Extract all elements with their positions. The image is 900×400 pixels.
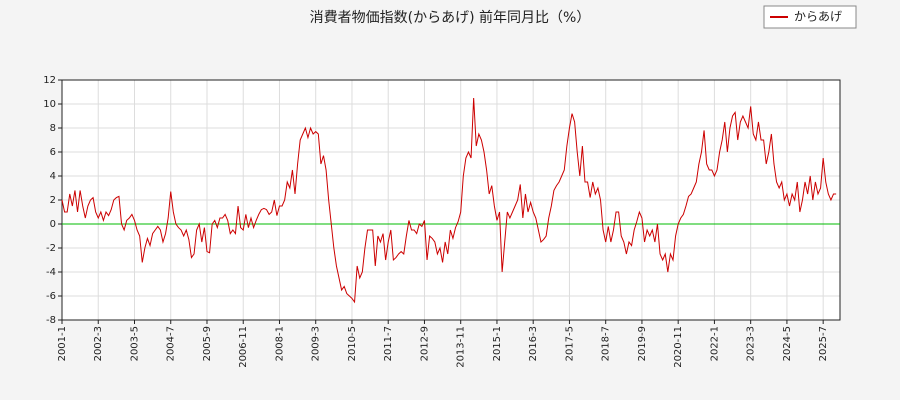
x-tick-label: 2006-11 [238, 326, 249, 368]
x-tick-label: 2022-1 [709, 326, 720, 361]
y-tick-label: -8 [46, 315, 56, 326]
data-line [61, 97, 837, 304]
y-tick-label: 8 [50, 123, 56, 134]
y-tick-label: 0 [50, 219, 56, 230]
x-tick-label: 2017-5 [564, 326, 575, 361]
x-tick-label: 2015-1 [492, 326, 503, 361]
x-tick-label: 2025-7 [818, 326, 829, 361]
x-tick-label: 2002-3 [93, 326, 104, 361]
x-tick-label: 2016-3 [528, 326, 539, 361]
x-tick-label: 2001-1 [57, 326, 68, 361]
x-tick-label: 2024-5 [782, 326, 793, 361]
x-tick-label: 2005-9 [202, 326, 213, 361]
y-tick-label: 2 [50, 195, 56, 206]
y-tick-label: 4 [50, 171, 56, 182]
y-tick-label: -4 [46, 267, 56, 278]
x-tick-label: 2003-5 [129, 326, 140, 361]
x-tick-label: 2010-5 [347, 326, 358, 361]
x-tick-label: 2018-7 [601, 326, 612, 361]
y-tick-label: 12 [43, 75, 56, 86]
y-tick-label: 10 [43, 99, 56, 110]
x-tick-label: 2020-11 [673, 326, 684, 368]
legend: からあげ [763, 5, 857, 29]
x-tick-label: 2023-3 [746, 326, 757, 361]
chart-title: 消費者物価指数(からあげ) 前年同月比（%） [310, 9, 591, 26]
x-tick-label: 2011-7 [383, 326, 394, 361]
x-tick-label: 2009-3 [311, 326, 322, 361]
y-tick-label: -2 [46, 243, 56, 254]
x-tick-label: 2004-7 [166, 326, 177, 361]
y-tick-label: -6 [46, 291, 56, 302]
x-tick-label: 2012-9 [419, 326, 430, 361]
x-tick-label: 2013-11 [456, 326, 467, 368]
x-tick-label: 2008-1 [274, 326, 285, 361]
y-tick-label: 6 [50, 147, 56, 158]
legend-box [763, 5, 857, 29]
legend-label: からあげ [794, 10, 842, 24]
x-tick-label: 2019-9 [637, 326, 648, 361]
